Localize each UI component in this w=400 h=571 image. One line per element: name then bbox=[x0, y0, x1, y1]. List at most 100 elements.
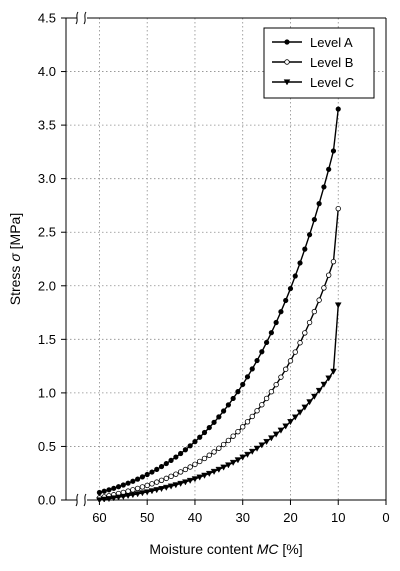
data-point-s3-13 bbox=[158, 486, 165, 493]
data-point-s1-37 bbox=[273, 319, 279, 326]
data-point-s2-29 bbox=[235, 428, 241, 435]
data-point-s2-34 bbox=[259, 402, 265, 408]
data-point-s3-16 bbox=[172, 482, 180, 489]
data-point-s2-36 bbox=[268, 389, 275, 395]
data-point-s2-16 bbox=[173, 471, 179, 477]
data-point-s1-35 bbox=[263, 339, 270, 346]
data-point-s1-0 bbox=[96, 489, 103, 496]
y-tick-label-2: 1.0 bbox=[38, 385, 56, 400]
x-tick-label-2: 40 bbox=[188, 510, 202, 525]
data-point-s1-46 bbox=[316, 201, 322, 207]
data-point-s3-10 bbox=[143, 489, 151, 496]
data-point-s1-48 bbox=[326, 166, 332, 172]
data-point-s2-44 bbox=[306, 319, 313, 326]
data-point-s1-16 bbox=[173, 454, 179, 460]
axis-break-top bbox=[75, 11, 87, 25]
data-point-s3-44 bbox=[306, 399, 313, 406]
grid-lines bbox=[66, 18, 386, 500]
data-point-s2-27 bbox=[225, 437, 232, 444]
data-point-s3-25 bbox=[215, 466, 223, 473]
data-point-s1-3 bbox=[111, 485, 117, 491]
series-markers bbox=[96, 106, 342, 502]
y-tick-label-7: 3.5 bbox=[38, 118, 56, 133]
data-point-s1-12 bbox=[154, 466, 160, 472]
y-axis-title: Stress σ [MPa] bbox=[7, 213, 23, 306]
data-point-s3-48 bbox=[325, 375, 333, 382]
data-point-s1-26 bbox=[221, 408, 227, 414]
data-point-s3-14 bbox=[162, 484, 170, 491]
data-point-s1-43 bbox=[302, 246, 308, 252]
data-point-s3-32 bbox=[248, 448, 256, 455]
legend-box bbox=[263, 27, 375, 99]
y-tick-label-5: 2.5 bbox=[38, 225, 56, 240]
data-point-s3-46 bbox=[315, 387, 323, 394]
data-point-s2-7 bbox=[130, 487, 136, 493]
data-point-s3-40 bbox=[287, 419, 294, 426]
data-point-s3-18 bbox=[182, 479, 189, 486]
data-point-s3-3 bbox=[110, 495, 118, 502]
x-tick-label-5: 10 bbox=[331, 510, 345, 525]
data-point-s1-2 bbox=[106, 487, 112, 493]
ticks: 60 50 40 30 20 10 0 0.0 0.5 1.0 1.5 2.0 2.5 3.0 3.5 4.0… bbox=[38, 11, 390, 526]
data-point-s2-26 bbox=[220, 441, 227, 448]
y-tick-label-8: 4.0 bbox=[38, 64, 56, 79]
data-point-s3-39 bbox=[282, 423, 290, 430]
data-point-s1-47 bbox=[321, 184, 327, 190]
data-point-s2-32 bbox=[249, 413, 255, 420]
data-point-s3-11 bbox=[148, 488, 156, 495]
data-point-s3-23 bbox=[205, 470, 213, 477]
x-tick-label-1: 50 bbox=[140, 510, 154, 525]
x-tick-label-4: 20 bbox=[283, 510, 297, 525]
data-point-s2-39 bbox=[283, 366, 289, 372]
data-point-s3-31 bbox=[244, 451, 251, 458]
data-point-s1-34 bbox=[259, 349, 265, 355]
data-point-s3-28 bbox=[229, 459, 237, 466]
data-point-s3-24 bbox=[210, 468, 218, 475]
data-point-s1-19 bbox=[187, 443, 193, 449]
data-point-s1-45 bbox=[311, 216, 317, 223]
y-tick-label-6: 3.0 bbox=[38, 171, 56, 186]
data-point-s1-7 bbox=[130, 478, 136, 484]
data-point-s3-33 bbox=[253, 445, 261, 452]
data-point-s3-27 bbox=[225, 462, 232, 469]
data-point-s3-34 bbox=[258, 442, 266, 449]
data-point-s3-37 bbox=[272, 431, 280, 438]
data-point-s3-19 bbox=[186, 477, 194, 484]
data-point-s2-43 bbox=[302, 330, 308, 336]
data-point-s1-9 bbox=[139, 474, 146, 480]
data-point-s1-36 bbox=[268, 330, 274, 336]
data-point-s1-24 bbox=[211, 419, 217, 425]
data-point-s2-14 bbox=[163, 475, 169, 482]
data-point-s2-21 bbox=[197, 458, 203, 465]
data-point-s3-49 bbox=[330, 368, 337, 375]
data-point-s3-7 bbox=[129, 492, 137, 499]
data-point-s2-31 bbox=[244, 419, 251, 425]
data-point-s3-8 bbox=[134, 491, 141, 498]
data-point-s1-28 bbox=[230, 395, 236, 402]
data-point-s1-50 bbox=[335, 106, 341, 112]
data-point-s1-18 bbox=[182, 447, 189, 453]
data-point-s3-15 bbox=[167, 483, 175, 490]
data-point-s1-4 bbox=[115, 484, 122, 490]
data-point-s3-38 bbox=[277, 427, 285, 434]
data-point-s1-38 bbox=[278, 309, 284, 315]
x-tick-label-0: 60 bbox=[92, 510, 106, 525]
data-point-s1-29 bbox=[235, 389, 241, 395]
data-point-s1-30 bbox=[240, 381, 246, 388]
data-point-s1-17 bbox=[178, 450, 184, 457]
data-point-s1-27 bbox=[225, 402, 231, 408]
data-point-s1-5 bbox=[120, 482, 126, 488]
data-point-s2-23 bbox=[206, 452, 212, 458]
data-point-s1-49 bbox=[330, 148, 337, 154]
data-point-s2-45 bbox=[311, 308, 318, 315]
data-point-s1-1 bbox=[101, 488, 107, 494]
data-point-s2-30 bbox=[240, 424, 246, 430]
x-tick-label-6: 0 bbox=[382, 510, 389, 525]
legend-label-2: Level B bbox=[310, 55, 353, 70]
data-point-s1-41 bbox=[292, 273, 298, 279]
data-point-s1-14 bbox=[163, 460, 169, 467]
data-point-s2-40 bbox=[287, 358, 294, 364]
data-point-s3-35 bbox=[263, 439, 270, 446]
data-point-s1-42 bbox=[297, 260, 303, 266]
